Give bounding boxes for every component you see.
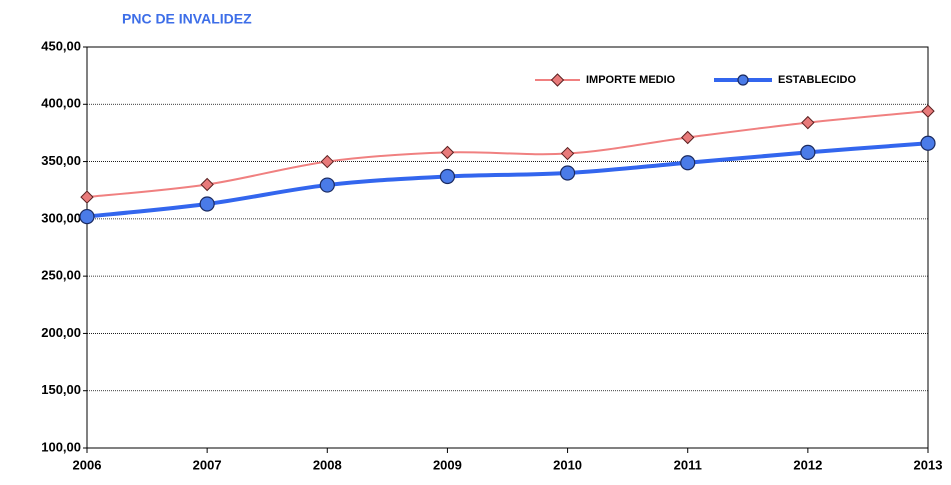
y-tick-label: 100,00 [41,439,81,454]
series-line [86,110,929,199]
data-point [79,208,95,225]
series-line [86,141,929,219]
y-tick-label: 250,00 [41,268,81,283]
y-tick-label: 400,00 [41,96,81,111]
data-point [439,168,456,185]
x-tick-label: 2009 [433,457,462,472]
data-point [199,196,215,212]
data-point [559,165,576,181]
y-tick-label: 450,00 [41,38,81,53]
x-tick-label: 2013 [914,457,943,472]
data-point [320,154,334,169]
x-tick-label: 2010 [553,457,582,472]
y-tick-label: 200,00 [41,325,81,340]
x-tick-label: 2011 [674,457,702,472]
plot-border [86,46,929,449]
data-point [921,104,935,118]
x-tick-label: 2012 [793,457,822,472]
data-point [800,144,816,161]
data-point [681,130,695,145]
data-point [80,190,94,204]
chart-title: PNC DE INVALIDEZ [122,11,252,27]
x-tick-label: 2008 [313,457,342,472]
data-point [680,155,696,171]
y-tick-label: 350,00 [41,153,81,168]
data-point [560,146,575,161]
data-point [440,145,455,160]
data-point [920,135,936,151]
legend-marker [737,74,749,86]
data-point [319,177,335,193]
legend-label: IMPORTE MEDIO [586,74,676,86]
x-tick-label: 2007 [193,457,222,472]
y-tick-label: 150,00 [41,382,81,397]
data-point [801,115,815,130]
legend-marker [550,73,565,87]
x-tick-label: 2006 [73,457,102,472]
legend-label: ESTABLECIDO [778,74,856,86]
y-tick-label: 300,00 [41,210,81,225]
data-point [200,177,214,192]
